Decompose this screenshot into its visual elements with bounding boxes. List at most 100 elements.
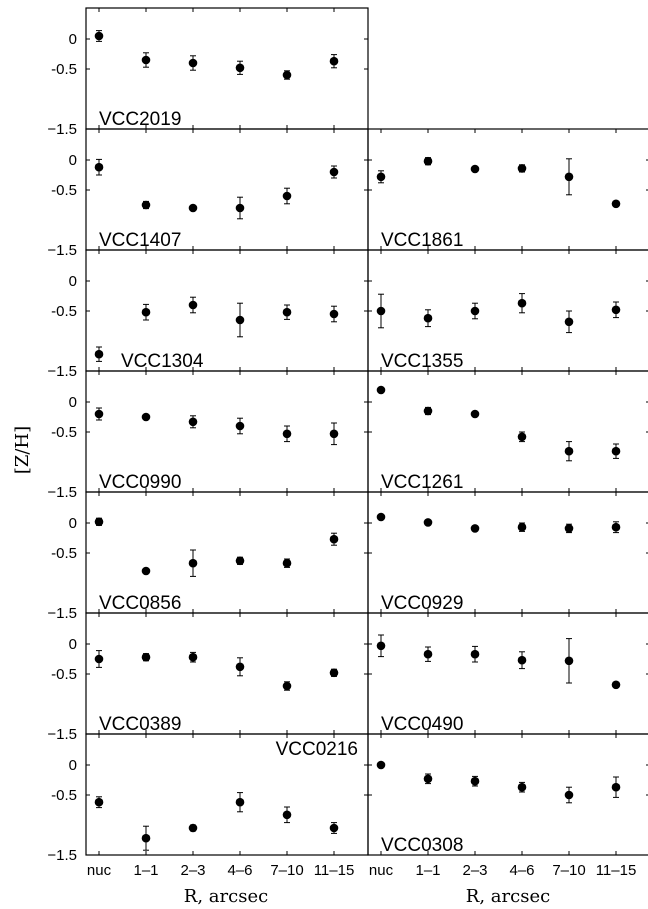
y-tick-label: −1.5: [47, 121, 77, 138]
data-point: [376, 306, 386, 316]
data-point: [188, 58, 198, 68]
data-point: [235, 556, 245, 566]
data-point: [141, 833, 151, 843]
data-point: [564, 172, 574, 182]
panel-label: VCC1304: [121, 351, 204, 372]
x-tick-label: 2–3: [180, 862, 205, 879]
data-point: [376, 512, 386, 522]
x-tick-label: 1–1: [133, 862, 158, 879]
data-point: [329, 56, 339, 66]
panel-label: VCC1355: [381, 351, 463, 372]
data-point: [329, 668, 339, 678]
data-point: [376, 172, 386, 182]
y-tick-label: -0.5: [51, 182, 77, 199]
panel-label: VCC0490: [381, 714, 463, 735]
data-point: [329, 534, 339, 544]
data-point: [141, 412, 151, 422]
y-tick-label: -0.5: [51, 61, 77, 78]
data-point: [517, 522, 527, 532]
data-point: [611, 446, 621, 456]
data-point: [141, 566, 151, 576]
panel-label: VCC1407: [99, 230, 181, 251]
data-point: [611, 782, 621, 792]
data-point: [517, 164, 527, 173]
y-axis-title: [Z/H]: [12, 426, 33, 474]
data-point: [329, 309, 339, 319]
data-point: [188, 652, 198, 662]
data-point: [282, 810, 292, 820]
panel-label: VCC0929: [381, 593, 463, 614]
data-point: [470, 776, 480, 786]
y-tick-label: 0: [69, 31, 77, 48]
data-point: [282, 681, 292, 691]
y-tick-label: 0: [69, 394, 77, 411]
panel-label: VCC2019: [99, 109, 181, 130]
data-point: [376, 760, 386, 770]
panel-label: VCC0216: [276, 739, 358, 760]
data-point: [94, 517, 104, 527]
data-point: [470, 164, 480, 174]
y-tick-label: −1.5: [47, 605, 77, 622]
x-tick-label: 2–3: [462, 862, 487, 879]
data-point: [188, 417, 198, 427]
panel-grid: 0 -0.5 −1.5 0 -0.5 −1.5 0 -0.5 −1.5 0 -0.5 −1.5 0 -0.…: [47, 7, 648, 879]
y-tick-label: −1.5: [47, 363, 77, 380]
x-tick-label: 11–15: [596, 862, 637, 879]
y-tick-label: 0: [69, 757, 77, 774]
x-tick-label: 1–1: [415, 862, 440, 879]
data-point: [470, 649, 480, 659]
data-point: [94, 31, 104, 41]
data-point: [329, 823, 339, 833]
data-point: [94, 797, 104, 807]
y-tick-label: −1.5: [47, 242, 77, 259]
panel-label: VCC1261: [381, 472, 463, 493]
y-tick-label: −1.5: [47, 484, 77, 501]
data-point: [423, 156, 433, 166]
data-point: [141, 55, 151, 65]
data-point: [470, 306, 480, 316]
data-point: [188, 300, 198, 310]
panel-label: VCC0389: [99, 714, 181, 735]
x-tick-label: nuc: [87, 862, 112, 879]
panel-label: VCC0990: [99, 472, 181, 493]
panel-label: VCC0308: [381, 835, 463, 856]
y-tick-label: -0.5: [51, 545, 77, 562]
data-point: [423, 774, 433, 784]
data-point: [235, 315, 245, 325]
data-point: [564, 656, 574, 666]
y-tick-label: −1.5: [47, 726, 77, 743]
data-point: [611, 305, 621, 315]
data-point: [517, 655, 527, 665]
data-point: [611, 680, 621, 690]
y-tick-label: −1.5: [47, 847, 77, 864]
data-point: [282, 70, 292, 80]
data-point: [329, 429, 339, 439]
data-point: [517, 432, 527, 442]
data-point: [282, 429, 292, 439]
x-axis-title-left: R, arcsec: [184, 886, 268, 907]
data-point: [423, 406, 433, 416]
data-point: [329, 167, 339, 177]
data-point: [188, 823, 198, 833]
data-point: [517, 782, 527, 792]
y-tick-label: 0: [69, 152, 77, 169]
data-point: [141, 200, 151, 210]
data-point: [188, 558, 198, 568]
data-point: [235, 203, 245, 213]
data-point: [235, 797, 245, 807]
data-point: [94, 349, 104, 359]
y-tick-label: -0.5: [51, 787, 77, 804]
data-point: [282, 191, 292, 201]
data-point: [94, 409, 104, 419]
data-point: [470, 409, 480, 419]
data-point: [423, 313, 433, 323]
data-point: [376, 385, 386, 395]
y-tick-label: -0.5: [51, 424, 77, 441]
y-tick-label: -0.5: [51, 666, 77, 683]
y-tick-label: 0: [69, 636, 77, 653]
data-point: [564, 446, 574, 456]
y-tick-label: 0: [69, 515, 77, 532]
data-point: [94, 654, 104, 664]
data-point: [235, 63, 245, 73]
data-point: [564, 317, 574, 327]
